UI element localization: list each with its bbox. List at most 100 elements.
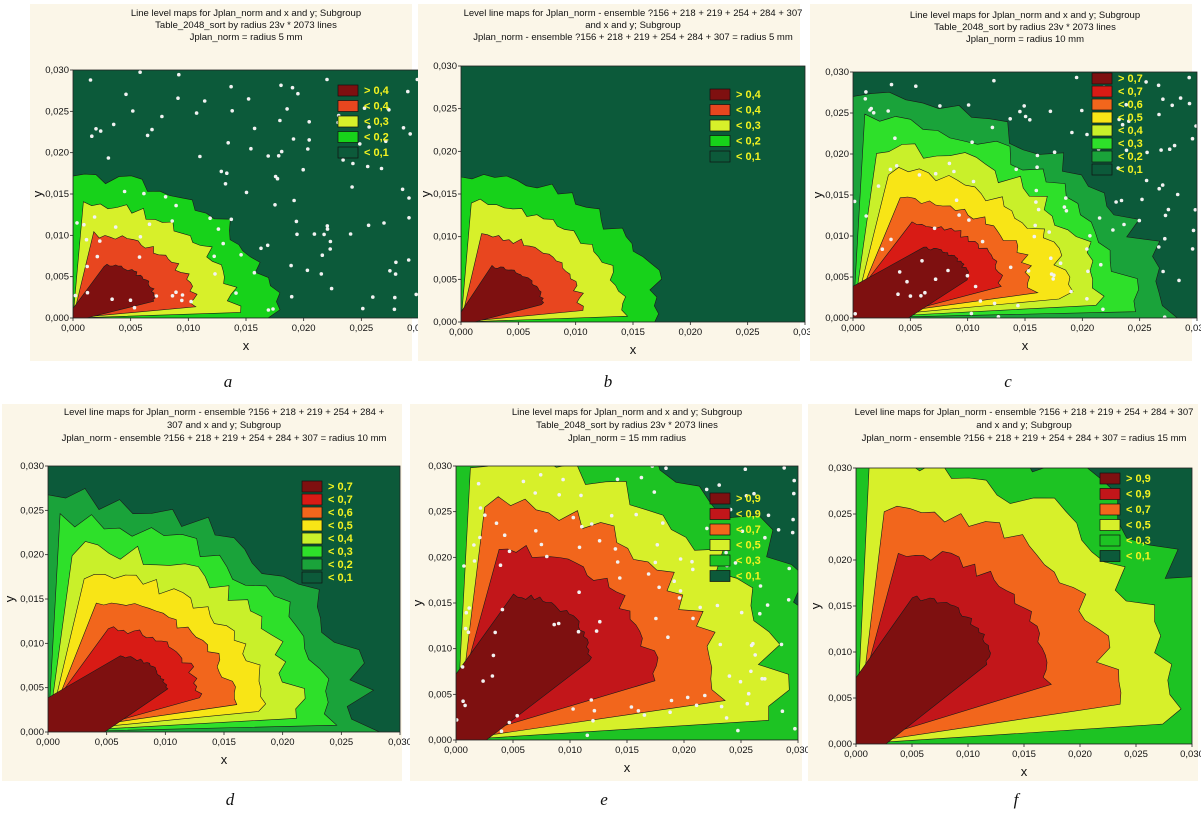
sample-point [180, 293, 185, 297]
sample-point [1052, 273, 1056, 278]
chart-title-line-3: Jplan_norm - ensemble ?156 + 218 + 219 +… [62, 433, 387, 444]
sample-point [863, 97, 868, 101]
sample-point [758, 611, 762, 616]
sample-point [724, 550, 728, 555]
contour-band-1 [48, 655, 169, 732]
sample-point [952, 169, 956, 174]
x-axis-label: x [630, 342, 637, 357]
sample-point [1069, 289, 1073, 294]
sample-point [947, 161, 952, 166]
sample-point [589, 522, 594, 526]
legend-swatch [1091, 124, 1113, 137]
x-tick-label: 0,005 [501, 745, 525, 756]
sample-point [229, 217, 234, 222]
sample-point [594, 629, 599, 633]
sample-point [1124, 102, 1128, 107]
legend-swatch [709, 135, 731, 147]
legend-label: < 0,3 [328, 546, 353, 558]
sample-point [970, 140, 974, 144]
sample-point [279, 83, 283, 88]
sample-point [538, 473, 543, 477]
sample-point [634, 512, 638, 517]
sample-point [886, 109, 890, 113]
sample-point [894, 164, 899, 168]
contour-panel-c: Line level maps for Jplan_norm and x and… [810, 4, 1201, 361]
sample-point [198, 154, 202, 159]
y-axis-label: y [410, 599, 425, 606]
chart-title-line-3: Jplan_norm - ensemble ?156 + 218 + 219 +… [473, 32, 793, 43]
legend-label: < 0,4 [1118, 125, 1144, 137]
x-tick-label: 0,020 [271, 737, 295, 748]
sample-point [1144, 178, 1149, 183]
y-tick-label: 0,025 [45, 106, 69, 117]
sample-point [90, 134, 94, 138]
sample-point [1167, 147, 1172, 151]
sample-point [938, 104, 942, 108]
sample-point [534, 529, 538, 533]
sample-point [500, 607, 505, 612]
sample-point [724, 716, 729, 720]
y-tick-label: 0,005 [428, 689, 452, 700]
x-tick-label: 0,015 [621, 327, 645, 338]
legend-label: < 0,3 [736, 555, 761, 567]
legend-label: < 0,2 [328, 559, 353, 571]
legend-label: < 0,2 [364, 132, 389, 144]
sample-point [88, 78, 93, 82]
sample-point [678, 557, 683, 561]
sample-point [990, 125, 995, 130]
sample-point [1114, 200, 1118, 204]
chart-title-line-2: 307 and x and y; Subgroup [167, 420, 281, 431]
legend: > 0,9 < 0,9 < 0,7 < 0,5 < 0,3 < 0,1 [1099, 472, 1151, 563]
sample-point [787, 566, 791, 571]
sample-point [463, 703, 467, 708]
sample-point [919, 294, 923, 298]
x-tick-label: 0,030 [388, 737, 412, 748]
sample-point [780, 709, 785, 713]
y-tick-label: 0,025 [828, 509, 852, 520]
legend-swatch [1099, 488, 1121, 500]
sample-point [592, 708, 597, 713]
sample-point [880, 247, 885, 251]
y-tick-label: 0,000 [828, 739, 852, 750]
sample-point [946, 268, 950, 273]
chart-title-line-3: Jplan_norm = 15 mm radius [568, 433, 686, 444]
sample-point [864, 90, 868, 94]
contour-area [856, 468, 1192, 744]
legend-swatch [709, 88, 731, 101]
sample-point [113, 225, 118, 229]
x-tick-label: 0,025 [349, 323, 373, 334]
legend-label: < 0,3 [364, 116, 389, 128]
sample-point [786, 598, 791, 602]
legend-swatch [1091, 137, 1113, 150]
sample-point [1170, 103, 1174, 108]
sample-point [933, 171, 938, 176]
legend-swatch [1099, 503, 1121, 516]
sample-point [348, 232, 353, 236]
x-tick-label: 0,015 [615, 745, 639, 756]
sample-point [498, 563, 503, 567]
sample-point [893, 136, 897, 140]
chart-title-line-1: Line level maps for Jplan_norm and x and… [910, 10, 1140, 21]
legend-label: < 0,6 [1118, 99, 1143, 111]
legend-swatch [301, 506, 323, 519]
sample-point [292, 198, 296, 203]
sample-point [106, 156, 111, 160]
legend-label: < 0,2 [1118, 151, 1143, 163]
sample-point [312, 232, 317, 236]
x-tick-label: 0,030 [786, 745, 810, 756]
x-tick-label: 0,000 [444, 745, 468, 756]
x-tick-label: 0,020 [672, 745, 696, 756]
caption-d: d [225, 790, 235, 809]
sample-point [597, 539, 602, 543]
sample-point [407, 196, 411, 200]
sample-point [307, 138, 312, 142]
legend-swatch [1091, 85, 1113, 98]
sample-point [400, 187, 405, 192]
sample-point [259, 246, 263, 251]
chart-title-line-1: Line level maps for Jplan_norm and x and… [512, 407, 742, 418]
sample-point [1175, 192, 1180, 197]
sample-point [685, 695, 690, 700]
y-tick-label: 0,000 [825, 313, 849, 324]
sample-point [557, 493, 561, 497]
legend-swatch [337, 131, 359, 143]
